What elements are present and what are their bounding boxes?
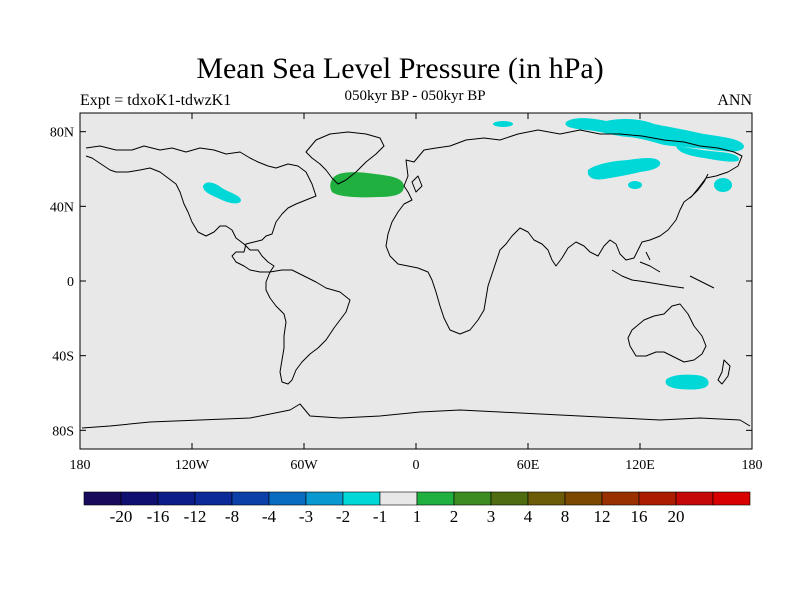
x-tick-label: 180 [70,458,91,473]
axis-ticks: 80N 40N 0 40S 80S 180 120W 60W 0 60E 120E 180 [50,113,763,473]
y-tick-label: 0 [67,275,74,290]
colorbar-swatch [453,491,492,506]
map-title: Mean Sea Level Pressure (in hPa) [196,52,604,85]
greenland-sea-negative-anomaly [493,121,513,127]
siberia-negative-anomaly [587,158,661,180]
arctic-tongue-negative-anomaly [676,146,740,162]
colorbar-label: -1 [373,507,387,526]
australia-coastline [627,303,707,363]
colorbar-swatch [157,491,196,506]
coastlines [81,129,751,429]
south-america-coastline [265,269,351,385]
x-tick-label: 180 [742,458,763,473]
colorbar-swatch [564,491,603,506]
colorbar-swatch [527,491,566,506]
southern-ocean-negative-anomaly [665,374,709,390]
colorbar-swatch [231,491,270,506]
colorbar-swatch [675,491,714,506]
southeast-asia-islands-coastline [611,251,715,289]
x-tick-label: 0 [413,458,420,473]
x-tick-label: 60E [517,458,540,473]
colorbar-swatch [120,491,159,506]
experiment-label: Expt = tdxoK1-tdwzK1 [80,92,232,109]
colorbar-label: 4 [524,507,533,526]
colorbar-swatch [194,491,233,506]
colorbar-swatch [490,491,529,506]
colorbar-label: 2 [450,507,459,526]
map-area [79,112,753,450]
colorbar-label: -12 [184,507,207,526]
x-tick-label: 120E [625,458,655,473]
colorbar-swatch [342,491,381,506]
colorbar-swatch [416,491,455,506]
colorbar-label: 1 [413,507,422,526]
colorbar: -20 -16 -12 -8 -4 -3 -2 -1 1 2 3 4 8 12 16 20 [83,491,751,526]
kamchatka-negative-anomaly [714,178,732,192]
japan-coastline [689,173,709,199]
colorbar-swatch [83,491,122,506]
colorbar-label: 16 [631,507,648,526]
period-label: 050kyr BP - 050kyr BP [344,88,486,104]
arctic-negative-anomaly [565,118,744,152]
season-label: ANN [717,92,752,109]
colorbar-label: -8 [225,507,239,526]
colorbar-label: -3 [299,507,313,526]
antarctica-coastline [81,403,751,429]
y-tick-label: 40S [52,350,74,365]
siberia-spot-anomaly [628,181,642,189]
afro-eurasia-coastline [385,129,743,335]
colorbar-swatch [268,491,307,506]
colorbar-swatch [601,491,640,506]
north-america-coastline [85,145,317,273]
colorbar-label: -20 [110,507,133,526]
north-pacific-negative-anomaly [203,182,241,204]
colorbar-swatch [638,491,677,506]
y-tick-label: 40N [50,200,74,215]
colorbar-swatch [712,491,751,506]
colorbar-swatch [379,491,418,506]
colorbar-label: 3 [487,507,496,526]
x-tick-label: 120W [175,458,210,473]
colorbar-label: -2 [336,507,350,526]
colorbar-swatch [305,491,344,506]
y-tick-label: 80S [52,424,74,439]
colorbar-label: 8 [561,507,570,526]
colorbar-label: -4 [262,507,277,526]
colorbar-label: 12 [594,507,611,526]
anomaly-fills [203,118,744,390]
british-isles-coastline [411,175,423,193]
new-zealand-coastline [717,359,731,385]
y-tick-label: 80N [50,126,74,141]
x-tick-label: 60W [290,458,318,473]
colorbar-label: 20 [668,507,685,526]
greenland-coastline [305,131,385,185]
colorbar-label: -16 [147,507,170,526]
